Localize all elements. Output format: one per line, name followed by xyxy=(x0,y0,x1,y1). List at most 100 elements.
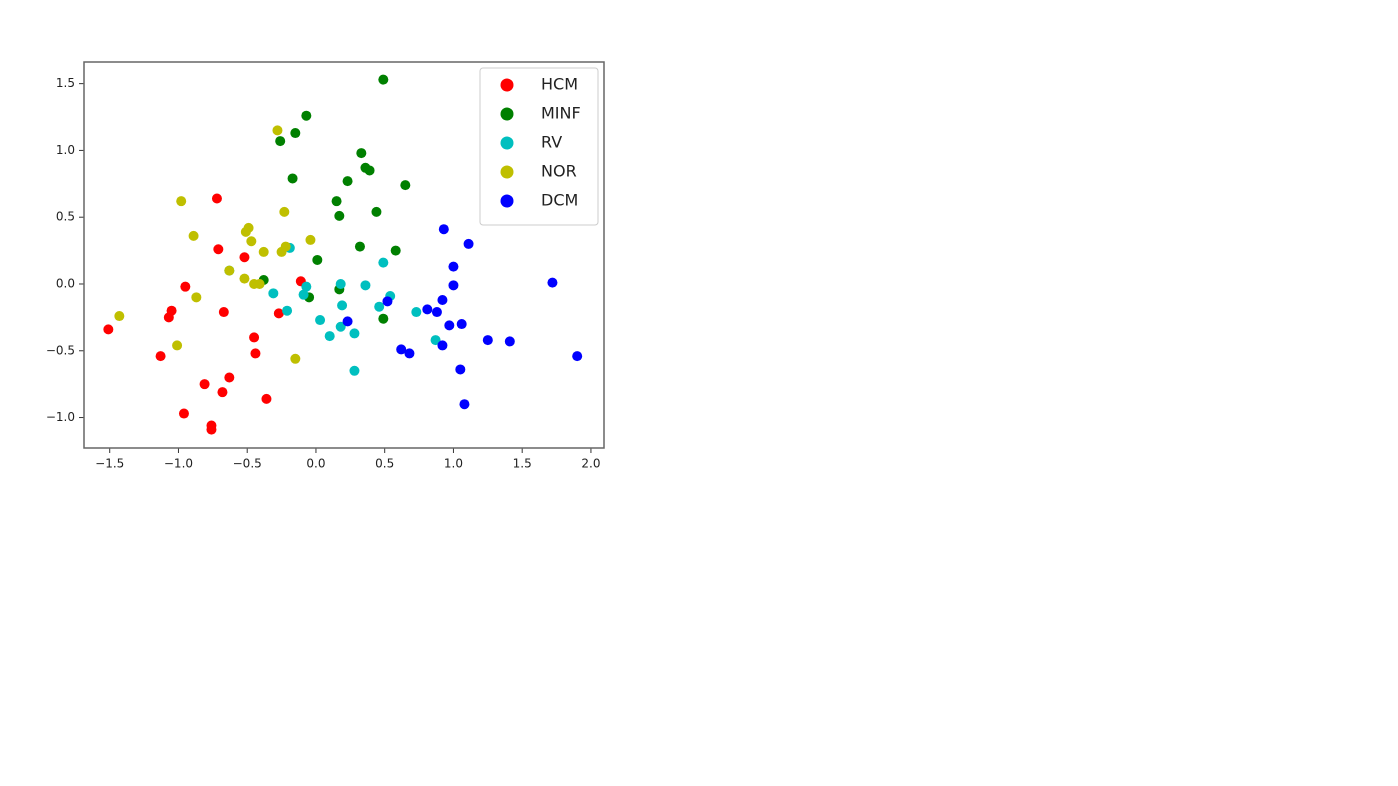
legend-label: MINF xyxy=(541,104,581,123)
legend-label: DCM xyxy=(541,191,578,210)
x-tick-label: 1.0 xyxy=(444,457,463,471)
point xyxy=(354,241,365,252)
legend: HCM MINF RV NOR DCM xyxy=(479,67,599,226)
point xyxy=(482,335,493,346)
point xyxy=(155,351,166,362)
point xyxy=(258,246,269,257)
point xyxy=(364,165,375,176)
point xyxy=(437,295,448,306)
point xyxy=(172,340,183,351)
point xyxy=(438,224,449,235)
point xyxy=(305,234,316,245)
point xyxy=(250,348,261,359)
x-tick-label: 0.5 xyxy=(375,457,394,471)
point xyxy=(382,296,393,307)
point xyxy=(324,331,335,342)
point xyxy=(191,292,202,303)
point xyxy=(411,307,422,318)
point xyxy=(572,351,583,362)
point xyxy=(337,300,348,311)
point xyxy=(246,236,257,247)
point xyxy=(240,226,251,237)
point xyxy=(342,316,353,327)
x-tick-label: 2.0 xyxy=(581,457,600,471)
point xyxy=(114,311,125,322)
x-tick-label: −1.5 xyxy=(95,457,124,471)
x-tick-label: 1.5 xyxy=(513,457,532,471)
point xyxy=(301,281,312,292)
point xyxy=(455,364,466,375)
x-tick-label: −0.5 xyxy=(233,457,262,471)
point xyxy=(437,340,448,351)
point xyxy=(178,408,189,419)
point xyxy=(290,128,301,139)
point xyxy=(374,301,385,312)
x-tick-label: 0.0 xyxy=(306,457,325,471)
point xyxy=(349,365,360,376)
y-tick-label: 0.5 xyxy=(56,210,75,224)
legend-label: RV xyxy=(541,133,562,152)
point xyxy=(279,206,290,217)
point xyxy=(213,244,224,255)
point xyxy=(404,348,415,359)
point xyxy=(378,74,389,85)
point xyxy=(335,278,346,289)
point xyxy=(280,241,291,252)
legend-marker xyxy=(500,165,514,179)
point xyxy=(334,210,345,221)
point xyxy=(448,280,459,291)
point xyxy=(431,307,442,318)
point xyxy=(430,335,441,346)
point xyxy=(217,387,228,398)
point xyxy=(547,277,558,288)
point xyxy=(206,424,217,435)
point xyxy=(444,320,455,331)
point xyxy=(422,304,433,315)
y-tick-label: 1.0 xyxy=(56,143,75,157)
point xyxy=(360,280,371,291)
point xyxy=(396,344,407,355)
point xyxy=(459,399,470,410)
y-tick-label: −0.5 xyxy=(46,343,75,357)
y-tick-label: 0.0 xyxy=(56,276,75,290)
point xyxy=(331,196,342,207)
legend-label: NOR xyxy=(541,162,577,181)
point xyxy=(180,281,191,292)
point xyxy=(268,288,279,299)
point xyxy=(298,289,309,300)
point xyxy=(290,353,301,364)
legend-marker xyxy=(500,78,514,92)
point xyxy=(356,148,367,159)
point xyxy=(312,254,323,265)
point xyxy=(371,206,382,217)
point xyxy=(342,176,353,187)
point xyxy=(349,328,360,339)
legend-label: HCM xyxy=(541,75,578,94)
point xyxy=(378,313,389,324)
point xyxy=(463,238,474,249)
point xyxy=(378,257,389,268)
y-tick-label: 1.5 xyxy=(56,76,75,90)
point xyxy=(211,193,222,204)
point xyxy=(287,173,298,184)
point xyxy=(249,332,260,343)
y-tick-label: −1.0 xyxy=(46,410,75,424)
point xyxy=(239,273,250,284)
point xyxy=(218,307,229,318)
point xyxy=(176,196,187,207)
point xyxy=(224,372,235,383)
point xyxy=(400,180,411,191)
plot-frame xyxy=(83,61,605,449)
legend-box xyxy=(479,67,599,226)
point xyxy=(282,305,293,316)
legend-marker xyxy=(500,194,514,208)
x-tick-label: −1.0 xyxy=(164,457,193,471)
point xyxy=(275,136,286,147)
point xyxy=(504,336,515,347)
point xyxy=(448,261,459,272)
legend-marker xyxy=(500,136,514,150)
point xyxy=(456,319,467,330)
point xyxy=(315,315,326,326)
point xyxy=(273,308,284,319)
